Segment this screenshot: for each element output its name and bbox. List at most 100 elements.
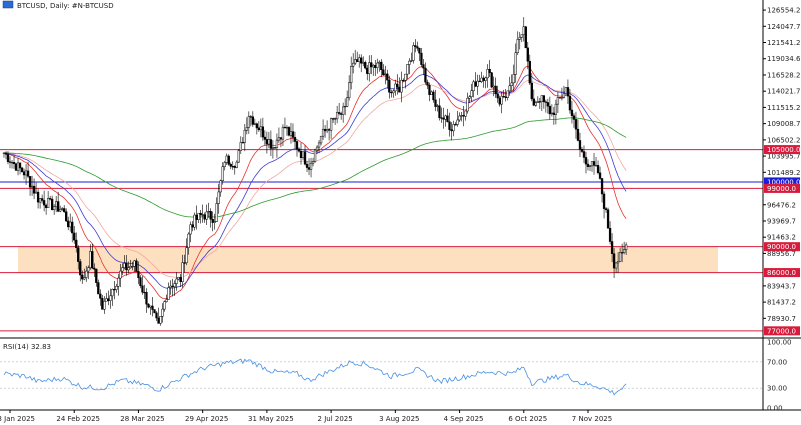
candle-body <box>502 95 505 98</box>
candle-body <box>380 61 383 70</box>
level-tag-label: 86000.0 <box>767 269 796 277</box>
candle-body <box>590 161 594 167</box>
candle-body <box>225 155 228 163</box>
candle-body <box>504 96 507 98</box>
candle-body <box>596 165 600 174</box>
x-tick-label: 23 Jan 2025 <box>0 415 35 423</box>
candle-body <box>508 85 511 92</box>
candle-body <box>251 116 254 125</box>
candle-body <box>83 277 86 280</box>
candle-body <box>378 61 381 64</box>
candle-body <box>466 97 469 112</box>
candle-body <box>486 68 489 79</box>
y-tick-label: 93969.7 <box>767 217 796 225</box>
y-tick-label: 119034.6 <box>767 55 801 63</box>
candle-body <box>360 57 363 64</box>
candle-body <box>315 146 319 151</box>
x-tick-label: 7 Nov 2025 <box>572 415 612 423</box>
candle-body <box>207 211 210 213</box>
candle-body <box>418 47 421 54</box>
x-tick-label: 4 Sep 2025 <box>444 415 484 423</box>
candle-body <box>510 82 513 86</box>
candle-body <box>610 241 614 254</box>
candle-body <box>61 208 64 210</box>
candle-body <box>65 211 68 222</box>
candle-body <box>376 62 379 69</box>
candle-body <box>113 289 116 291</box>
candle-body <box>580 149 584 152</box>
candle-body <box>10 162 14 164</box>
candle-body <box>219 180 222 193</box>
candle-body <box>87 267 90 272</box>
candle-body <box>287 127 291 136</box>
candle-body <box>4 152 8 155</box>
candle-body <box>8 161 12 163</box>
candle-body <box>30 185 34 188</box>
candle-body <box>293 137 297 142</box>
y-tick-label: 101489.2 <box>767 169 800 177</box>
candle-body <box>444 115 447 120</box>
candle-body <box>275 139 279 148</box>
candle-body <box>105 298 108 302</box>
candle-body <box>564 87 568 94</box>
candle-body <box>137 271 140 278</box>
candle-body <box>69 221 72 228</box>
candle-body <box>197 212 200 220</box>
candle-body <box>40 198 44 201</box>
y-tick-label: 81437.2 <box>767 299 796 307</box>
candle-body <box>576 128 580 141</box>
candle-body <box>111 289 114 297</box>
candle-body <box>602 193 606 209</box>
candle-body <box>616 261 620 264</box>
candle-body <box>339 113 343 115</box>
candle-body <box>305 163 309 168</box>
candle-body <box>183 262 186 264</box>
candle-body <box>572 115 576 120</box>
candle-body <box>624 244 628 250</box>
candle-body <box>404 73 407 81</box>
candle-body <box>14 163 18 171</box>
candle-body <box>221 166 224 181</box>
candle-body <box>193 214 196 228</box>
level-tag-label: 105000.0 <box>767 146 800 154</box>
candle-body <box>2 152 6 154</box>
candle-body <box>231 166 234 168</box>
candle-body <box>16 162 20 171</box>
rsi-tick-label: 70.00 <box>767 358 787 366</box>
candle-body <box>410 60 413 62</box>
candle-body <box>93 267 96 270</box>
candle-body <box>416 46 419 49</box>
candle-body <box>20 167 24 173</box>
candle-body <box>608 228 612 242</box>
x-tick-label: 3 Aug 2025 <box>379 415 419 423</box>
candle-body <box>169 285 172 288</box>
candle-body <box>103 301 106 310</box>
candle-body <box>303 151 307 165</box>
candle-body <box>115 286 118 290</box>
candle-body <box>189 224 192 235</box>
candle-body <box>165 299 168 302</box>
candle-body <box>446 115 449 123</box>
candle-body <box>223 162 226 167</box>
candle-body <box>289 131 293 136</box>
candle-body <box>520 34 523 38</box>
candle-body <box>215 203 218 222</box>
candle-body <box>44 204 48 208</box>
candle-body <box>211 218 214 223</box>
candle-body <box>199 212 202 216</box>
candle-body <box>89 251 92 269</box>
candle-body <box>319 135 323 144</box>
candle-body <box>181 262 184 283</box>
candle-body <box>482 77 485 81</box>
candle-body <box>123 263 126 268</box>
candle-body <box>91 251 94 269</box>
candle-body <box>454 124 457 126</box>
candle-body <box>217 191 220 204</box>
candle-body <box>163 301 166 310</box>
candle-body <box>77 247 80 262</box>
candle-body <box>205 211 208 220</box>
candle-body <box>301 151 305 158</box>
candle-body <box>299 150 303 158</box>
candle-body <box>450 129 453 132</box>
